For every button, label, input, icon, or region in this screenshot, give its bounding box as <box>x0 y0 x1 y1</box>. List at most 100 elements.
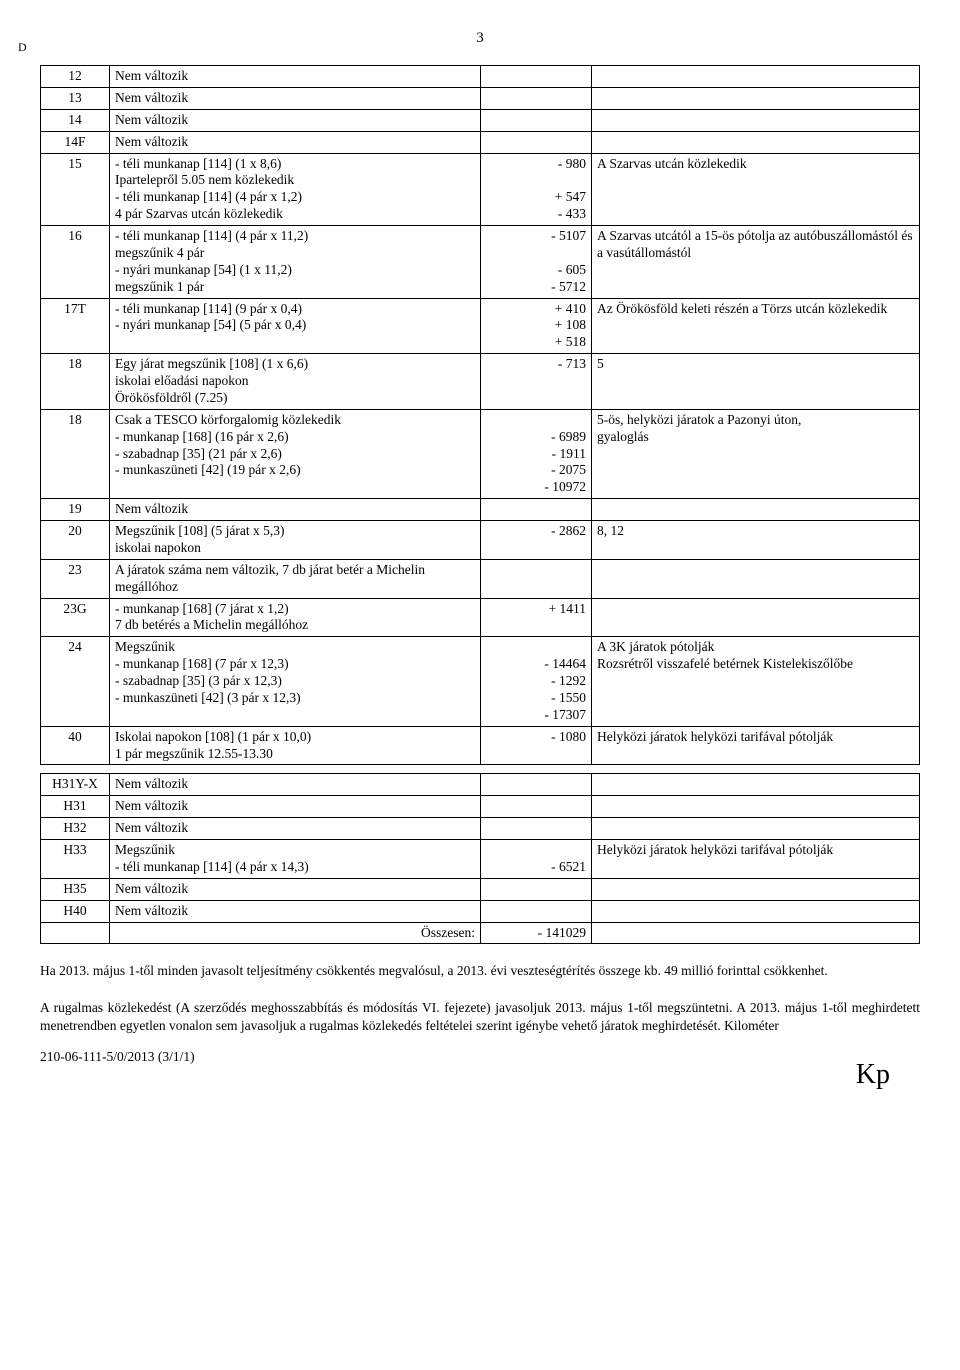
cell-c4 <box>592 796 920 818</box>
table-row: H35Nem változik <box>41 878 920 900</box>
cell-c3 <box>481 818 592 840</box>
cell-c1: 13 <box>41 87 110 109</box>
cell-c3 <box>481 499 592 521</box>
cell-c2: Nem változik <box>110 499 481 521</box>
footer-ref: 210-06-111-5/0/2013 (3/1/1) <box>40 1049 920 1065</box>
cell-c2: - téli munkanap [114] (4 pár x 11,2) meg… <box>110 226 481 299</box>
cell-c1: 12 <box>41 66 110 88</box>
cell-c2: Nem változik <box>110 900 481 922</box>
table-row: 23G- munkanap [168] (7 járat x 1,2) 7 db… <box>41 598 920 637</box>
table-row: H32Nem változik <box>41 818 920 840</box>
cell-c3 <box>481 66 592 88</box>
cell-c4 <box>592 109 920 131</box>
cell-c1: 16 <box>41 226 110 299</box>
table-row: 19Nem változik <box>41 499 920 521</box>
cell-c2: Csak a TESCO körforgalomig közlekedik - … <box>110 409 481 498</box>
cell-c4: A Szarvas utcától a 15-ös pótolja az aut… <box>592 226 920 299</box>
cell-c3: + 410 + 108 + 518 <box>481 298 592 354</box>
table-row: 12Nem változik <box>41 66 920 88</box>
cell-c1: 24 <box>41 637 110 726</box>
cell-c2: - téli munkanap [114] (9 pár x 0,4) - ny… <box>110 298 481 354</box>
cell-c4: 5-ös, helyközi járatok a Pazonyi úton, g… <box>592 409 920 498</box>
total-value: - 141029 <box>481 922 592 944</box>
cell-c2: Egy járat megszűnik [108] (1 x 6,6) isko… <box>110 354 481 410</box>
cell-c4 <box>592 818 920 840</box>
table-row: 13Nem változik <box>41 87 920 109</box>
cell-c1: 17T <box>41 298 110 354</box>
cell-c4: Helyközi járatok helyközi tarifával póto… <box>592 726 920 765</box>
table-row: 15- téli munkanap [114] (1 x 8,6) Iparte… <box>41 153 920 226</box>
cell-c1: 40 <box>41 726 110 765</box>
cell-c4: Helyközi járatok helyközi tarifával póto… <box>592 840 920 879</box>
table-row: 18Csak a TESCO körforgalomig közlekedik … <box>41 409 920 498</box>
cell-c3 <box>481 796 592 818</box>
table-row: 17T- téli munkanap [114] (9 pár x 0,4) -… <box>41 298 920 354</box>
cell-c2: Nem változik <box>110 774 481 796</box>
cell-c3: - 713 <box>481 354 592 410</box>
cell-c1: H31 <box>41 796 110 818</box>
cell-c3: - 2862 <box>481 521 592 560</box>
cell-c1: H32 <box>41 818 110 840</box>
cell-c4: 8, 12 <box>592 521 920 560</box>
total-label: Összesen: <box>110 922 481 944</box>
table-row: H31Nem változik <box>41 796 920 818</box>
table-row: 23A járatok száma nem változik, 7 db jár… <box>41 559 920 598</box>
corner-mark: D <box>18 40 27 55</box>
table-row: 20Megszűnik [108] (5 járat x 5,3) iskola… <box>41 521 920 560</box>
cell-c3 <box>481 559 592 598</box>
table-row: 24Megszűnik - munkanap [168] (7 pár x 12… <box>41 637 920 726</box>
cell-c3 <box>481 87 592 109</box>
cell-c2: A járatok száma nem változik, 7 db járat… <box>110 559 481 598</box>
cell-c3: - 1080 <box>481 726 592 765</box>
cell-c2: Nem változik <box>110 796 481 818</box>
cell-c2: Nem változik <box>110 109 481 131</box>
table-row: 16- téli munkanap [114] (4 pár x 11,2) m… <box>41 226 920 299</box>
cell-c3 <box>481 109 592 131</box>
cell-c4 <box>592 131 920 153</box>
total-row: Összesen: - 141029 <box>41 922 920 944</box>
cell-c3: - 6521 <box>481 840 592 879</box>
cell-c2: Nem változik <box>110 878 481 900</box>
cell-c1: 14F <box>41 131 110 153</box>
cell-c2: - téli munkanap [114] (1 x 8,6) Ipartele… <box>110 153 481 226</box>
cell-c2: Megszűnik - munkanap [168] (7 pár x 12,3… <box>110 637 481 726</box>
cell-c1: 20 <box>41 521 110 560</box>
cell-c1: H35 <box>41 878 110 900</box>
table-row: H33Megszűnik - téli munkanap [114] (4 pá… <box>41 840 920 879</box>
cell-c4: 5 <box>592 354 920 410</box>
cell-c1: 19 <box>41 499 110 521</box>
signature-mark: Kp <box>856 1059 890 1091</box>
cell-c3: - 5107 - 605 - 5712 <box>481 226 592 299</box>
cell-c4 <box>592 878 920 900</box>
cell-c4 <box>592 900 920 922</box>
cell-c3 <box>481 774 592 796</box>
cell-c1: H31Y-X <box>41 774 110 796</box>
cell-c1: H40 <box>41 900 110 922</box>
cell-c1: 15 <box>41 153 110 226</box>
cell-c2: Nem változik <box>110 818 481 840</box>
table-row: 14FNem változik <box>41 131 920 153</box>
cell-c3 <box>481 900 592 922</box>
second-table: H31Y-XNem változikH31Nem változikH32Nem … <box>40 773 920 944</box>
cell-c4 <box>592 559 920 598</box>
cell-c3: - 980 + 547 - 433 <box>481 153 592 226</box>
cell-c2: Iskolai napokon [108] (1 pár x 10,0) 1 p… <box>110 726 481 765</box>
cell-c3 <box>481 878 592 900</box>
table-row: 40Iskolai napokon [108] (1 pár x 10,0) 1… <box>41 726 920 765</box>
page-number: 3 <box>40 30 920 47</box>
paragraph-2: A rugalmas közlekedést (A szerződés megh… <box>40 999 920 1035</box>
cell-c4: Az Örökösföld keleti részén a Törzs utcá… <box>592 298 920 354</box>
cell-c3: + 1411 <box>481 598 592 637</box>
table-row: H31Y-XNem változik <box>41 774 920 796</box>
paragraph-1: Ha 2013. május 1-től minden javasolt tel… <box>40 962 920 980</box>
cell-c4 <box>592 66 920 88</box>
cell-c1: 23G <box>41 598 110 637</box>
cell-c2: Nem változik <box>110 87 481 109</box>
cell-c2: - munkanap [168] (7 járat x 1,2) 7 db be… <box>110 598 481 637</box>
cell-c4: A 3K járatok pótolják Rozsrétről visszaf… <box>592 637 920 726</box>
cell-c1: 18 <box>41 409 110 498</box>
cell-c3: - 6989 - 1911 - 2075 - 10972 <box>481 409 592 498</box>
cell-c4 <box>592 499 920 521</box>
cell-c3 <box>481 131 592 153</box>
table-row: 14Nem változik <box>41 109 920 131</box>
